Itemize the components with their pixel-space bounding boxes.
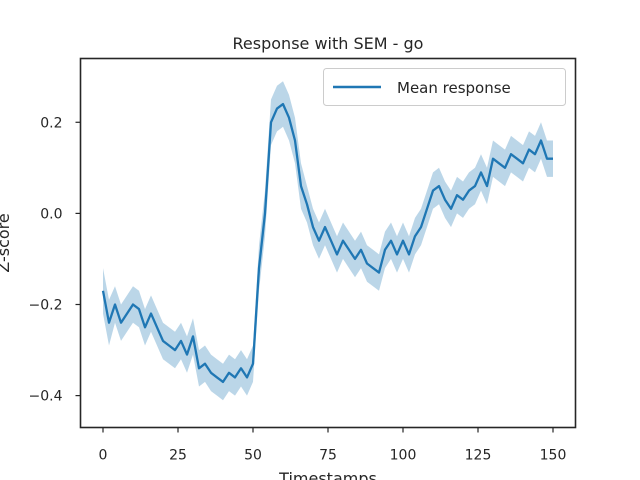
x-tick-label: 25 <box>169 448 187 464</box>
x-axis-ticks: 0 25 50 75 100 125 150 <box>99 427 567 464</box>
legend-box <box>323 68 566 106</box>
y-tick-label: −0.4 <box>29 389 63 405</box>
y-tick-label: 0.2 <box>40 115 62 131</box>
legend-label: Mean response <box>397 79 511 97</box>
series-line-0 <box>101 102 553 384</box>
x-tick-label: 50 <box>244 448 262 464</box>
sem-band-0 <box>103 81 553 401</box>
y-axis-ticks: −0.4 −0.2 0.0 0.2 <box>29 115 81 405</box>
y-axis-label: Z-score <box>0 213 13 272</box>
x-tick-label: 125 <box>465 448 492 464</box>
y-tick-label: 0.0 <box>40 206 62 222</box>
legend: Mean response <box>323 68 566 106</box>
x-tick-label: 75 <box>319 448 337 464</box>
x-axis-label: Timestamps <box>278 469 377 480</box>
x-tick-label: 0 <box>99 448 108 464</box>
y-tick-label: −0.2 <box>29 298 63 314</box>
x-tick-label: 100 <box>390 448 417 464</box>
chart-title: Response with SEM - go <box>233 34 424 53</box>
plot-area <box>101 81 553 401</box>
x-tick-label: 150 <box>540 448 567 464</box>
